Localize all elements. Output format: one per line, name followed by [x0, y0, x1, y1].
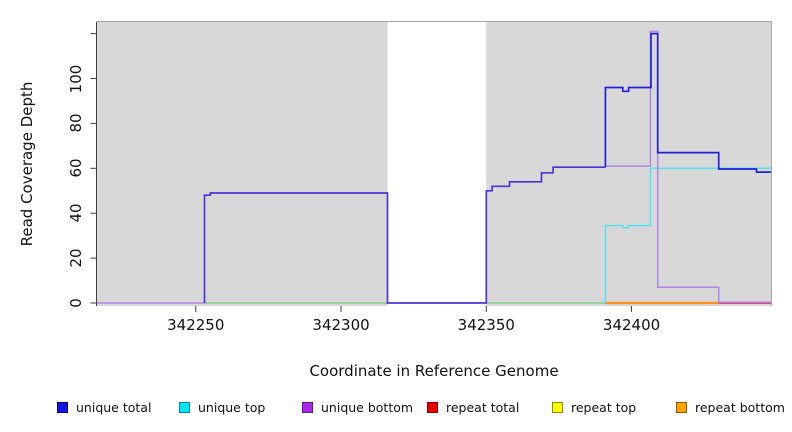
- legend-swatch-repeat-total: [427, 401, 438, 413]
- legend-item: unique top: [179, 399, 265, 415]
- legend-swatch-unique-bottom: [302, 401, 313, 413]
- y-axis-title: Read Coverage Depth: [18, 81, 36, 247]
- legend-label: repeat bottom: [695, 399, 785, 415]
- coverage-gap-region: [387, 21, 487, 306]
- x-tick-label: 342250: [167, 316, 225, 334]
- x-tick-label: 342350: [457, 316, 515, 334]
- legend-swatch-repeat-bottom: [676, 401, 687, 413]
- legend-label: unique top: [198, 399, 266, 415]
- series-line: [605, 30, 771, 303]
- legend-item: repeat bottom: [676, 399, 785, 415]
- y-tick-label: 20: [67, 248, 85, 268]
- series-line: [604, 167, 771, 303]
- legend-label: unique bottom: [321, 399, 414, 415]
- legend-item: repeat total: [427, 399, 519, 415]
- series-line: [604, 32, 771, 173]
- x-tick-label: 342300: [312, 316, 370, 334]
- y-tick-label: 80: [67, 113, 85, 133]
- legend-label: repeat top: [571, 399, 637, 415]
- y-tick-label: 60: [67, 158, 85, 178]
- legend-swatch-unique-total: [57, 401, 68, 413]
- legend-swatch-unique-top: [179, 401, 190, 413]
- legend-item: repeat top: [552, 399, 636, 415]
- legend-label: repeat total: [446, 399, 520, 415]
- y-tick-label: 100: [67, 64, 85, 93]
- legend-item: unique total: [57, 399, 151, 415]
- x-tick-label: 342400: [602, 316, 661, 334]
- legend-label: unique total: [76, 399, 152, 415]
- legend-swatch-repeat-top: [552, 401, 563, 413]
- y-tick-label: 40: [67, 203, 85, 223]
- x-axis-title: Coordinate in Reference Genome: [309, 362, 559, 380]
- series-line: [203, 166, 606, 304]
- legend-item: unique bottom: [302, 399, 413, 415]
- y-tick-label: 0: [67, 298, 85, 308]
